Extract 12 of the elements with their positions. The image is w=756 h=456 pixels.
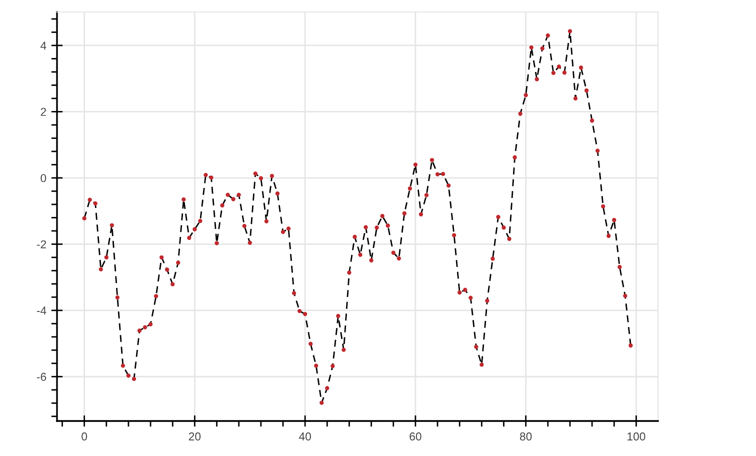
y-tick-label: -6 (36, 372, 46, 381)
x-tick-label: 0 (82, 432, 88, 440)
x-tick-label: 80 (520, 432, 532, 440)
y-tick-label: 0 (40, 174, 46, 182)
x-tick-label: 20 (188, 432, 201, 440)
y-tick-label: -4 (36, 306, 46, 315)
y-tick-label: -2 (36, 240, 46, 248)
y-tick-label: 4 (40, 42, 46, 50)
x-tick-label: 100 (628, 432, 646, 440)
x-tick-label: 60 (410, 432, 422, 440)
y-tick-label: 2 (40, 108, 46, 116)
x-tick-label: 40 (299, 432, 311, 440)
